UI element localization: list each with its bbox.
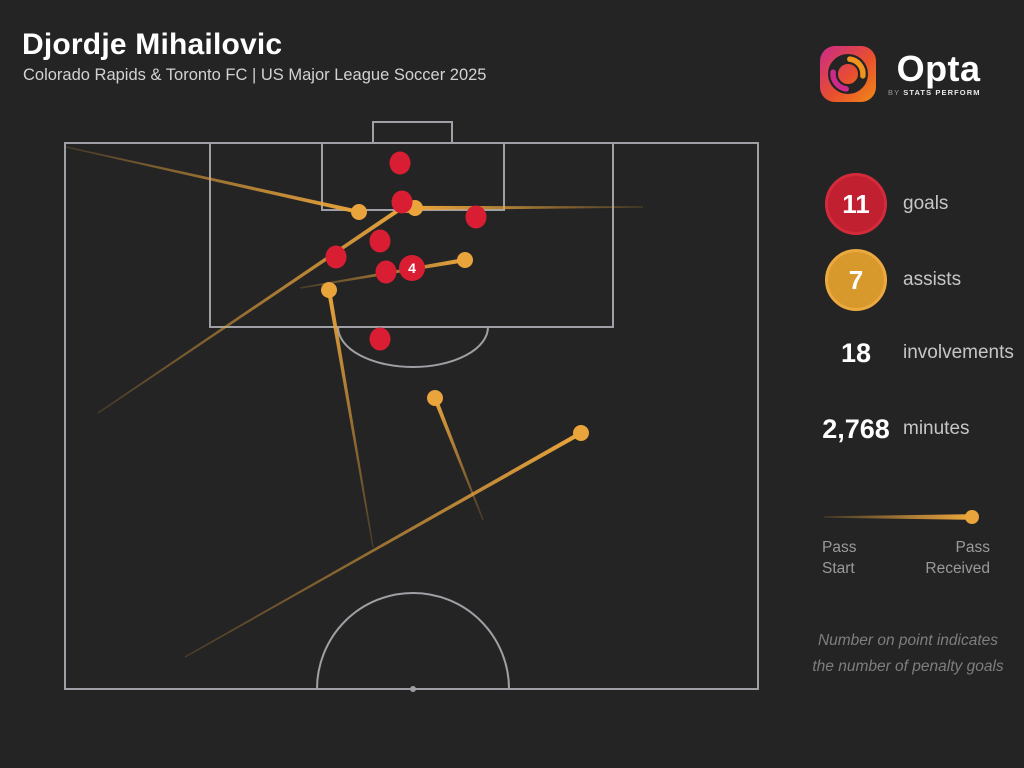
penalty-goal-count: 4 — [408, 260, 416, 276]
opta-wordmark-group: Opta BY STATS PERFORM — [888, 47, 981, 97]
pitch-line — [372, 121, 453, 144]
pass-line — [184, 431, 583, 658]
center-circle — [316, 592, 510, 690]
goals-badge-wrap: 11 — [820, 173, 892, 235]
penalty-goal-point — [399, 255, 425, 281]
center-spot — [410, 686, 416, 692]
minutes-label: minutes — [903, 418, 970, 439]
pass-start-label: Pass Start — [822, 539, 857, 577]
goal-point — [465, 205, 487, 229]
page-title: Djordje Mihailovic — [22, 28, 283, 61]
goals-label: goals — [903, 193, 949, 214]
assist-point — [573, 425, 589, 441]
goal-point — [325, 245, 347, 269]
assists-badge-wrap: 7 — [820, 249, 892, 311]
minutes-value: 2,768 — [822, 413, 890, 444]
goal-point — [391, 190, 413, 214]
assist-point — [321, 282, 337, 298]
pass-legend: Pass Start Pass Received — [822, 508, 990, 579]
opta-byline: BY STATS PERFORM — [888, 88, 981, 97]
goal-point — [375, 260, 397, 284]
pitch-line — [64, 142, 759, 690]
involvements-label: involvements — [903, 342, 1014, 363]
stat-assists: 7 assists — [820, 249, 1024, 311]
opta-logo: Opta BY STATS PERFORM — [820, 44, 1020, 104]
goal-point — [389, 151, 411, 175]
pass-line — [433, 397, 484, 521]
assists-badge: 7 — [825, 249, 887, 311]
opta-wordmark: Opta — [896, 47, 981, 89]
pass-line — [97, 203, 408, 414]
penalty-footnote: Number on point indicates the number of … — [798, 628, 1018, 680]
penalty-arc — [337, 326, 489, 368]
stat-minutes: 2,768 minutes — [820, 414, 1024, 444]
pass-legend-line-icon — [824, 510, 979, 524]
assist-point — [351, 204, 367, 220]
pass-line — [65, 146, 360, 215]
goal-point — [369, 229, 391, 253]
pass-legend-labels: Pass Start Pass Received — [822, 537, 990, 579]
pass-line — [326, 289, 374, 548]
stat-involvements: 18 involvements — [820, 338, 1024, 368]
assist-point — [457, 252, 473, 268]
opta-logo-icon — [820, 46, 876, 102]
byline-by: BY — [888, 87, 901, 97]
assist-point — [427, 390, 443, 406]
page-subtitle: Colorado Rapids & Toronto FC | US Major … — [23, 66, 487, 84]
byline-text: STATS PERFORM — [903, 87, 981, 97]
goal-point — [369, 327, 391, 351]
involvements-value: 18 — [840, 337, 872, 368]
goals-badge: 11 — [825, 173, 887, 235]
stat-goals: 11 goals — [820, 173, 1024, 235]
pass-line — [414, 205, 644, 211]
pitch-line — [321, 142, 505, 211]
footnote-line1: Number on point indicates — [817, 632, 999, 649]
pass-received-label: Pass Received — [925, 539, 990, 577]
footnote-line2: the number of penalty goals — [812, 658, 1004, 675]
pitch-line — [209, 142, 614, 328]
assists-label: assists — [903, 269, 962, 290]
